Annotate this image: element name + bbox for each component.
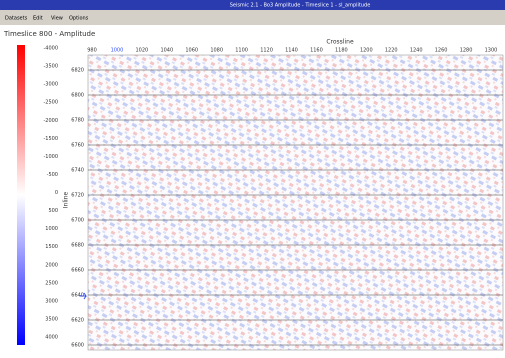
colorbar-label: -500 bbox=[47, 172, 58, 178]
menu-item[interactable]: Datasets bbox=[5, 16, 28, 22]
seismic-image bbox=[88, 55, 503, 350]
x-tick-label: 1220 bbox=[385, 48, 398, 54]
colorbar-label: 0 bbox=[55, 190, 58, 196]
colorbar-label: -2000 bbox=[43, 118, 58, 124]
colorbar-label: -2500 bbox=[43, 100, 58, 106]
colorbar-label: -4000 bbox=[43, 46, 58, 52]
x-axis-label: Crossline bbox=[326, 39, 354, 46]
colorbar-label: 3000 bbox=[45, 298, 58, 304]
y-tick-label: 6640 bbox=[71, 293, 84, 299]
colorbar-label: 500 bbox=[48, 208, 58, 214]
menu-item[interactable]: Edit bbox=[33, 16, 43, 22]
y-axis-label: Inline bbox=[63, 191, 70, 208]
x-tick-label: 1260 bbox=[435, 48, 448, 54]
y-tick-label: 6600 bbox=[71, 343, 84, 349]
x-tick-label: 1100 bbox=[235, 48, 248, 54]
y-tick-label: 6700 bbox=[71, 218, 84, 224]
y-tick-label: 6800 bbox=[71, 93, 84, 99]
colorbar-label: -3000 bbox=[43, 82, 58, 88]
window-title: Seismic 2.1 - Bo3 Amplitude - Timeslice … bbox=[230, 3, 371, 9]
colorbar-label: 1000 bbox=[45, 226, 58, 232]
colorbar-label: -3500 bbox=[43, 64, 58, 70]
colorbar-label: 2000 bbox=[45, 262, 58, 268]
colorbar-label: -1500 bbox=[43, 136, 58, 142]
y-tick-label: 6660 bbox=[71, 268, 84, 274]
x-tick-label: 1060 bbox=[185, 48, 198, 54]
colorbar-label: -1000 bbox=[43, 154, 58, 160]
y-tick-label: 6780 bbox=[71, 118, 84, 124]
panel-title: Timeslice 800 - Amplitude bbox=[3, 30, 95, 38]
y-tick-label: 6720 bbox=[71, 193, 84, 199]
x-tick-label: 1000 bbox=[111, 48, 124, 54]
colorbar bbox=[17, 45, 25, 345]
menu-item[interactable]: Options bbox=[69, 16, 89, 22]
colorbar-label: 4000 bbox=[45, 335, 58, 341]
y-tick-label: 6620 bbox=[71, 318, 84, 324]
y-tick-label: 6740 bbox=[71, 168, 84, 174]
x-tick-label: 1240 bbox=[410, 48, 423, 54]
colorbar-label: 1500 bbox=[45, 244, 58, 250]
x-tick-label: 1080 bbox=[210, 48, 223, 54]
x-tick-label: 1140 bbox=[285, 48, 298, 54]
colorbar-label: 2500 bbox=[45, 280, 58, 286]
x-tick-label: 1020 bbox=[136, 48, 149, 54]
x-tick-label: 1120 bbox=[260, 48, 273, 54]
x-tick-label: 1160 bbox=[310, 48, 323, 54]
y-tick-label: 6820 bbox=[71, 68, 84, 74]
x-tick-label: 1280 bbox=[460, 48, 473, 54]
x-tick-label: 1040 bbox=[160, 48, 173, 54]
colorbar-label: 3500 bbox=[45, 316, 58, 322]
app-window: Seismic 2.1 - Bo3 Amplitude - Timeslice … bbox=[0, 0, 505, 358]
x-tick-label: 1200 bbox=[360, 48, 373, 54]
x-tick-label: 980 bbox=[87, 48, 97, 54]
x-tick-label: 1300 bbox=[485, 48, 498, 54]
y-tick-label: 6760 bbox=[71, 143, 84, 149]
menu-item[interactable]: View bbox=[51, 16, 63, 22]
x-tick-label: 1180 bbox=[335, 48, 348, 54]
y-tick-label: 6680 bbox=[71, 243, 84, 249]
